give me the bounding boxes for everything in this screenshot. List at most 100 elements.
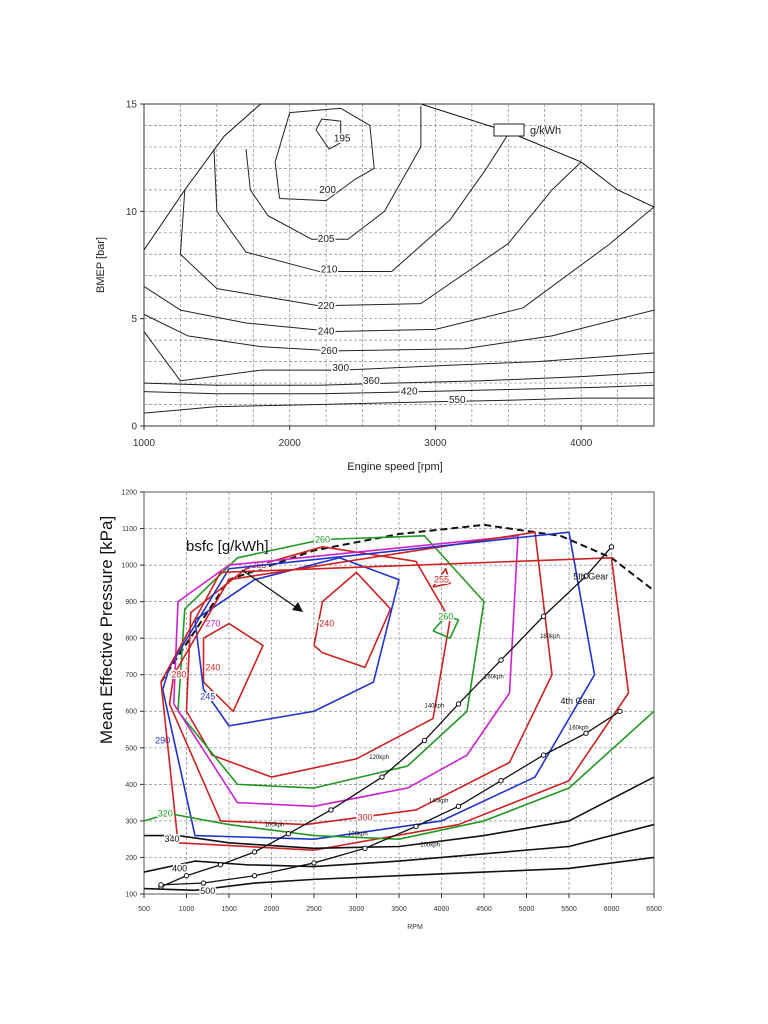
contour-label-320: 320 bbox=[158, 809, 173, 819]
contour-label-550: 550 bbox=[449, 395, 466, 406]
chart-mep-contours: 2402402452552552602602702802903003203404… bbox=[97, 489, 662, 931]
gear-lines: 5th Gear 4th Gear bbox=[158, 544, 623, 890]
contour-label-260: 260 bbox=[438, 611, 453, 621]
title-arrow-head-icon bbox=[292, 602, 303, 612]
legend-box-icon bbox=[493, 123, 525, 137]
gear-point-marker bbox=[583, 573, 589, 579]
x-tick-label: 500 bbox=[138, 906, 150, 913]
gear-point-marker bbox=[285, 831, 292, 837]
contour-200 bbox=[274, 107, 375, 202]
y-tick-label: 1200 bbox=[121, 489, 137, 496]
gear-point-marker bbox=[617, 708, 623, 714]
contour-205 bbox=[245, 106, 422, 240]
full-load-boundary-2 bbox=[160, 523, 655, 683]
y-tick-label: 500 bbox=[125, 745, 137, 752]
contour-340 bbox=[144, 776, 655, 850]
speed-label: 100kph bbox=[265, 822, 285, 828]
contour-290 bbox=[161, 531, 596, 840]
y-tick-label: 1100 bbox=[122, 526, 137, 533]
contour-label-245: 245 bbox=[200, 692, 215, 702]
speed-label: 100kph bbox=[420, 842, 440, 848]
y-tick-label: 10 bbox=[126, 207, 138, 218]
gear-point-marker bbox=[158, 882, 164, 888]
contour-210 bbox=[213, 133, 509, 272]
x-tick-label: 6000 bbox=[604, 906, 620, 913]
contour-550 bbox=[143, 397, 654, 414]
contour-195 bbox=[315, 118, 342, 150]
contour-220 bbox=[179, 161, 582, 307]
x-tick-label: 1000 bbox=[133, 438, 156, 449]
x-axis-label-1: Engine speed [rpm] bbox=[347, 461, 442, 473]
speed-label: 120kph bbox=[369, 755, 389, 761]
gear-point-marker bbox=[200, 880, 207, 886]
gear-point-marker bbox=[217, 862, 224, 868]
gear-point-marker bbox=[608, 544, 615, 550]
speed-label: 160kph bbox=[484, 674, 504, 680]
grid-2 bbox=[144, 492, 654, 894]
y-ticks-1: 0 5 10 15 bbox=[126, 100, 144, 433]
gear-point-marker bbox=[540, 752, 547, 758]
contour-400 bbox=[143, 823, 655, 873]
gear-point-marker bbox=[413, 823, 419, 830]
contour-label-300: 300 bbox=[357, 812, 372, 822]
speed-labels: 100kph 120kph 140kph 160kph 180kph 100kph 100k… bbox=[265, 634, 589, 848]
y-axis-label-2: Mean Effective Pressure [kPa] bbox=[97, 516, 116, 744]
contour-300 bbox=[160, 556, 630, 851]
boundary-line bbox=[143, 103, 655, 251]
speed-label: 140kph bbox=[429, 799, 449, 805]
gear-point-marker bbox=[455, 701, 462, 707]
speed-label: 160kph bbox=[569, 726, 589, 732]
gear-point-marker bbox=[498, 778, 504, 784]
y-tick-label: 900 bbox=[125, 599, 137, 606]
gear-point-marker bbox=[311, 860, 317, 866]
contour-245 bbox=[194, 556, 400, 727]
x-tick-label: 2500 bbox=[306, 906, 322, 913]
y-ticks-2: 100 200 300 400 500 600 700 800 900 1000 1100 1200 bbox=[121, 489, 144, 898]
gear-label-2: 4th Gear bbox=[561, 696, 596, 706]
gear-point-marker bbox=[251, 849, 258, 855]
contour-label-280: 280 bbox=[171, 670, 186, 680]
gear-point-marker bbox=[251, 873, 258, 879]
x-tick-label: 5500 bbox=[561, 906, 577, 913]
chart-title-2: bsfc [g/kWh] bbox=[186, 538, 269, 555]
contour-260 bbox=[432, 615, 460, 639]
y-tick-label: 15 bbox=[126, 100, 138, 111]
full-load-boundary-1 bbox=[143, 103, 655, 251]
gear-point-marker bbox=[498, 657, 504, 663]
y-tick-label: 200 bbox=[125, 855, 137, 862]
contour-label-200: 200 bbox=[319, 185, 336, 196]
x-tick-label: 3000 bbox=[349, 906, 365, 913]
contour-label-400: 400 bbox=[172, 863, 187, 873]
contour-label-260: 260 bbox=[321, 346, 338, 357]
gear-point-marker bbox=[540, 613, 547, 619]
contour-label-360: 360 bbox=[363, 376, 380, 387]
gear-label-1: 5th Gear bbox=[573, 572, 608, 582]
contour-label-210: 210 bbox=[321, 264, 338, 275]
contour-label-500: 500 bbox=[200, 886, 215, 896]
contour-300 bbox=[143, 331, 655, 382]
contour-320 bbox=[143, 710, 655, 840]
x-tick-label: 1500 bbox=[221, 906, 237, 913]
contour-240 bbox=[202, 622, 264, 713]
speed-label: 100kph bbox=[348, 832, 368, 838]
title-arrow bbox=[241, 569, 301, 611]
y-tick-label: 800 bbox=[125, 636, 137, 643]
gear-point-marker bbox=[328, 807, 334, 813]
y-tick-label: 100 bbox=[125, 891, 137, 898]
y-tick-label: 1000 bbox=[121, 563, 137, 570]
y-tick-label: 300 bbox=[125, 818, 137, 825]
x-ticks-2: 500 1000 1500 2000 2500 3000 3500 4000 4500 5000 5… bbox=[138, 894, 662, 913]
boundary-line bbox=[160, 523, 655, 683]
contour-255 bbox=[432, 567, 451, 588]
contour-layer-2: 2402402452552552602602702802903003203404… bbox=[143, 531, 655, 898]
contour-label-300: 300 bbox=[332, 363, 349, 374]
contour-260 bbox=[143, 309, 655, 352]
contour-label-240: 240 bbox=[318, 327, 335, 338]
contour-420 bbox=[143, 384, 655, 395]
gear-point-marker bbox=[583, 730, 589, 736]
gear-point-marker bbox=[362, 845, 368, 852]
y-tick-label: 400 bbox=[125, 782, 137, 789]
y-axis-label-1: BMEP [bar] bbox=[95, 237, 107, 293]
contour-500 bbox=[143, 856, 655, 892]
